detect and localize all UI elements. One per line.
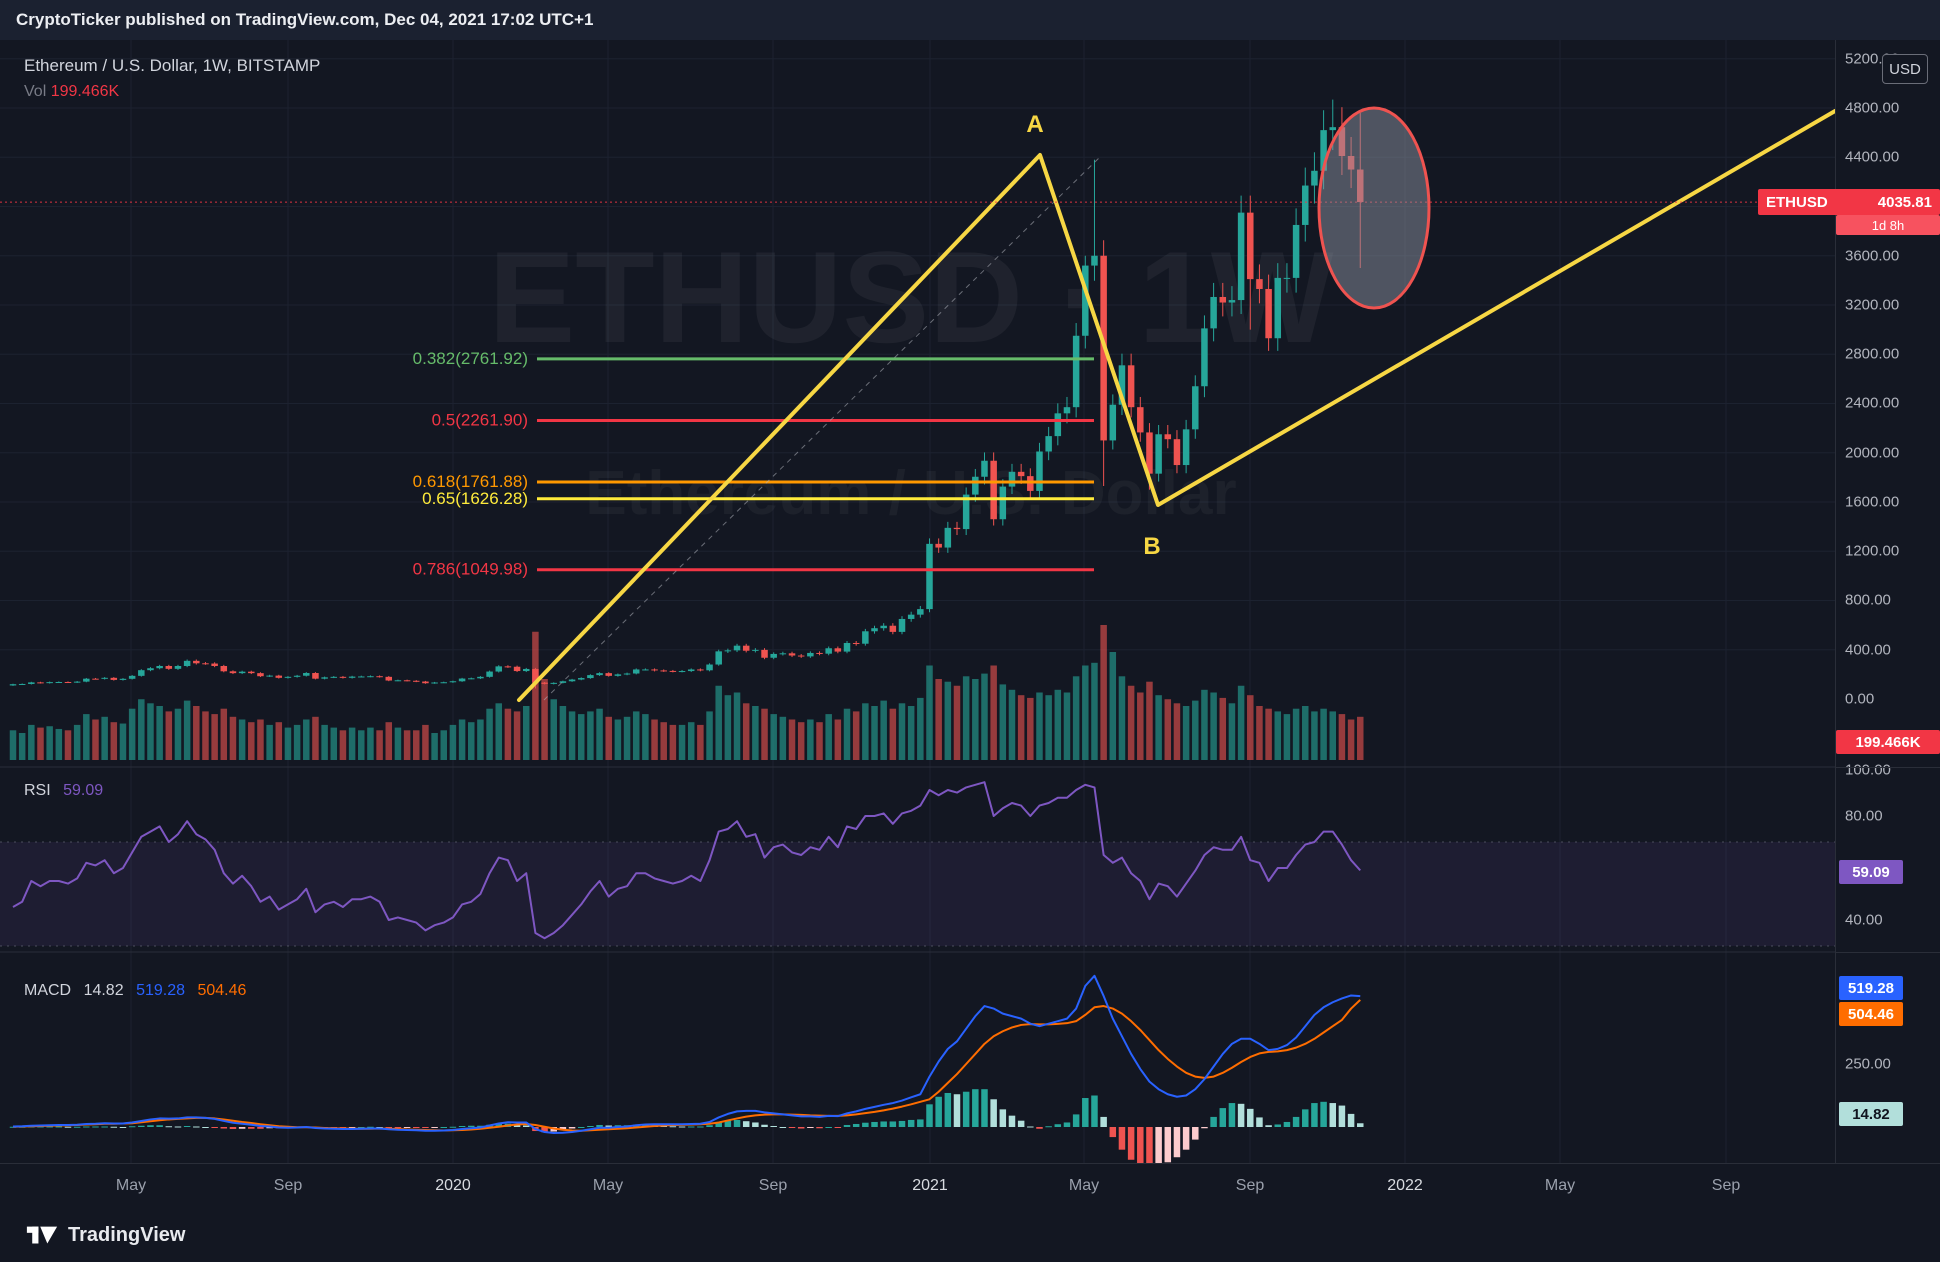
- time-axis-label: Sep: [273, 1177, 303, 1194]
- pane-separator: [1835, 952, 1940, 953]
- price-axis-label: 2400.00: [1845, 394, 1900, 412]
- last-price-badge: ETHUSD 4035.81: [1758, 189, 1940, 215]
- footer: TradingView: [0, 1208, 1940, 1262]
- bar-countdown-badge: 1d 8h: [1836, 215, 1940, 235]
- price-axis-label: 800.00: [1845, 591, 1891, 609]
- volume-bars: [9, 625, 1364, 760]
- price-axis-label: 1600.00: [1845, 493, 1900, 511]
- attribution-text: CryptoTicker published on TradingView.co…: [16, 10, 594, 29]
- time-axis-label: 2021: [912, 1177, 948, 1194]
- time-axis-label: May: [592, 1177, 624, 1194]
- rsi-value: 59.09: [63, 782, 104, 799]
- grid-lines: [0, 40, 1835, 1163]
- svg-text:Ethereum / U.S. Dollar: Ethereum / U.S. Dollar: [585, 459, 1236, 528]
- price-axis-label: 3200.00: [1845, 296, 1900, 314]
- pane-separator: [1835, 767, 1940, 768]
- rsi-axis-label: 40.00: [1845, 911, 1883, 929]
- price-axis-label: 2800.00: [1845, 345, 1900, 363]
- macd-signal-value: 504.46: [197, 982, 247, 999]
- svg-text:0.65(1626.28): 0.65(1626.28): [422, 489, 528, 508]
- svg-text:0.786(1049.98): 0.786(1049.98): [413, 560, 528, 579]
- macd-signal-line: [12, 999, 1361, 1132]
- volume-axis-badge: 199.466K: [1836, 730, 1940, 754]
- symbol-title[interactable]: Ethereum / U.S. Dollar, 1W, BITSTAMP: [24, 56, 321, 75]
- volume-label: Vol: [24, 83, 47, 100]
- tradingview-logo-icon[interactable]: [26, 1222, 58, 1249]
- price-axis-label: 4800.00: [1845, 99, 1900, 117]
- badge-symbol: ETHUSD: [1766, 193, 1828, 211]
- svg-text:A: A: [1026, 111, 1043, 138]
- macd-label[interactable]: MACD: [24, 982, 72, 999]
- svg-text:ETHUSD · 1W: ETHUSD · 1W: [489, 224, 1334, 370]
- rsi-axis-badge: 59.09: [1839, 860, 1903, 884]
- symbol-legend: Ethereum / U.S. Dollar, 1W, BITSTAMP Vol…: [24, 56, 320, 101]
- rsi-label[interactable]: RSI: [24, 782, 51, 799]
- macd-line-axis-badge: 519.28: [1839, 976, 1903, 1000]
- rsi-axis-label: 80.00: [1845, 807, 1883, 825]
- price-axis-label: 4400.00: [1845, 148, 1900, 166]
- macd-hist-axis-badge: 14.82: [1839, 1102, 1903, 1126]
- badge-price: 4035.81: [1877, 193, 1932, 211]
- time-axis-label: May: [1068, 1177, 1100, 1194]
- time-axis-label: Sep: [1235, 1177, 1265, 1194]
- macd-line: [12, 974, 1361, 1135]
- macd-histogram: [9, 1089, 1364, 1163]
- svg-text:0.5(2261.90): 0.5(2261.90): [432, 410, 528, 429]
- tradingview-brand[interactable]: TradingView: [68, 1223, 186, 1246]
- abc-trendlines[interactable]: AB: [517, 109, 1835, 702]
- macd-axis-label: 250.00: [1845, 1055, 1891, 1073]
- price-axis-label: 1200.00: [1845, 542, 1900, 560]
- price-axis-label: 3600.00: [1845, 247, 1900, 265]
- rsi-line: [12, 781, 1361, 940]
- fib-retracement[interactable]: 0.382(2761.92) 0.5(2261.90) 0.618(1761.88)…: [413, 349, 1094, 579]
- macd-hist-value: 14.82: [83, 982, 124, 999]
- price-axis-label: 0.00: [1845, 690, 1875, 708]
- volume-value: 199.466K: [50, 83, 120, 100]
- svg-text:0.618(1761.88): 0.618(1761.88): [413, 472, 528, 491]
- svg-text:B: B: [1143, 533, 1160, 560]
- time-axis[interactable]: May Sep 2020 May Sep 2021 May Sep 2022 May Sep: [0, 1163, 1940, 1208]
- currency-usd-button[interactable]: USD: [1882, 54, 1928, 84]
- attribution-bar: CryptoTicker published on TradingView.co…: [0, 0, 1940, 40]
- svg-text:0.382(2761.92): 0.382(2761.92): [413, 349, 528, 368]
- macd-line-value: 519.28: [136, 982, 185, 999]
- price-axis-label: 400.00: [1845, 641, 1891, 659]
- time-axis-label: Sep: [1711, 1177, 1741, 1194]
- highlight-ellipse[interactable]: [1317, 106, 1431, 310]
- rsi-legend: RSI 59.09: [24, 782, 103, 800]
- time-axis-label: Sep: [758, 1177, 788, 1194]
- time-axis-label: 2020: [435, 1177, 471, 1194]
- rsi-axis-label: 100.00: [1845, 761, 1891, 779]
- time-axis-label: 2022: [1387, 1177, 1423, 1194]
- macd-signal-axis-badge: 504.46: [1839, 1002, 1903, 1026]
- rsi-band: [0, 841, 1835, 947]
- time-axis-label: May: [115, 1177, 147, 1194]
- price-axis-label: 2000.00: [1845, 444, 1900, 462]
- pane-separators: [0, 766, 1835, 953]
- time-axis-label: May: [1544, 1177, 1576, 1194]
- macd-legend: MACD 14.82 519.28 504.46: [24, 982, 246, 1000]
- watermark: ETHUSD · 1W Ethereum / U.S. Dollar: [489, 224, 1334, 528]
